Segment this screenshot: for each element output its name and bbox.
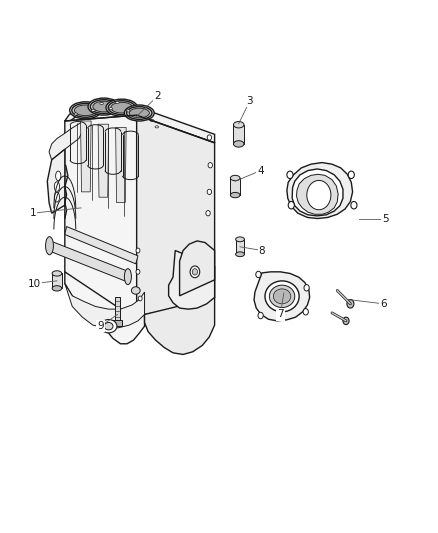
Ellipse shape [90,100,117,114]
Polygon shape [287,163,353,219]
Polygon shape [254,272,310,321]
Ellipse shape [56,171,61,181]
Text: 4: 4 [257,166,264,175]
Ellipse shape [124,269,131,285]
Polygon shape [65,272,145,344]
Ellipse shape [256,271,261,278]
Ellipse shape [52,271,62,276]
Polygon shape [236,239,244,254]
Polygon shape [48,241,129,281]
Ellipse shape [138,296,142,301]
Ellipse shape [124,105,154,121]
Polygon shape [65,227,138,264]
Ellipse shape [287,171,293,179]
Polygon shape [81,121,91,192]
Ellipse shape [116,101,119,103]
Polygon shape [65,115,145,320]
Polygon shape [145,297,215,354]
Ellipse shape [127,110,130,112]
Ellipse shape [155,126,159,128]
Ellipse shape [265,281,299,312]
Ellipse shape [108,101,135,115]
Polygon shape [65,101,215,143]
Ellipse shape [233,141,244,147]
Ellipse shape [347,300,354,308]
Ellipse shape [70,102,101,119]
Polygon shape [297,174,338,214]
Ellipse shape [269,285,295,308]
Ellipse shape [136,248,140,253]
Ellipse shape [258,312,263,319]
Ellipse shape [54,182,60,191]
Polygon shape [233,125,244,144]
Ellipse shape [74,105,96,116]
Ellipse shape [131,287,140,294]
Polygon shape [115,297,120,326]
Ellipse shape [207,135,212,140]
Polygon shape [98,124,109,197]
Ellipse shape [304,285,309,291]
Polygon shape [113,320,122,326]
Polygon shape [49,123,84,160]
Ellipse shape [54,192,60,202]
Polygon shape [116,127,126,203]
Ellipse shape [273,289,291,304]
Ellipse shape [348,171,354,179]
Text: 9: 9 [97,321,104,331]
Ellipse shape [190,266,200,278]
Ellipse shape [343,317,349,325]
Text: 1: 1 [29,208,36,218]
Ellipse shape [207,189,212,195]
Ellipse shape [104,322,113,330]
Ellipse shape [106,99,138,116]
Text: 3: 3 [246,96,253,106]
Ellipse shape [100,320,117,333]
Ellipse shape [230,175,240,181]
Ellipse shape [72,103,99,117]
Ellipse shape [192,269,198,275]
Text: 2: 2 [154,91,161,101]
Ellipse shape [109,108,113,110]
Polygon shape [292,169,343,216]
Text: 8: 8 [258,246,265,255]
Text: 7: 7 [277,310,284,319]
Polygon shape [230,178,240,195]
Text: 10: 10 [28,279,41,288]
Text: 5: 5 [382,214,389,223]
Ellipse shape [46,237,53,255]
Ellipse shape [92,109,95,111]
Ellipse shape [351,201,357,209]
Ellipse shape [206,211,210,216]
Ellipse shape [307,180,331,209]
Ellipse shape [150,119,154,122]
Ellipse shape [88,98,120,115]
Ellipse shape [236,252,244,257]
Ellipse shape [111,102,133,113]
Polygon shape [137,115,215,320]
Ellipse shape [74,113,78,115]
Ellipse shape [127,107,152,119]
Ellipse shape [236,237,244,242]
Ellipse shape [233,122,244,128]
Polygon shape [47,149,65,213]
Text: 6: 6 [380,299,387,309]
Polygon shape [180,241,215,296]
Polygon shape [169,251,215,309]
Ellipse shape [129,108,149,118]
Ellipse shape [136,269,140,274]
Ellipse shape [52,286,62,291]
Ellipse shape [288,201,294,209]
Polygon shape [65,284,145,328]
Ellipse shape [93,101,115,112]
Ellipse shape [303,309,308,315]
Ellipse shape [100,102,103,104]
Polygon shape [52,273,62,288]
Ellipse shape [208,163,212,168]
Ellipse shape [230,192,240,198]
